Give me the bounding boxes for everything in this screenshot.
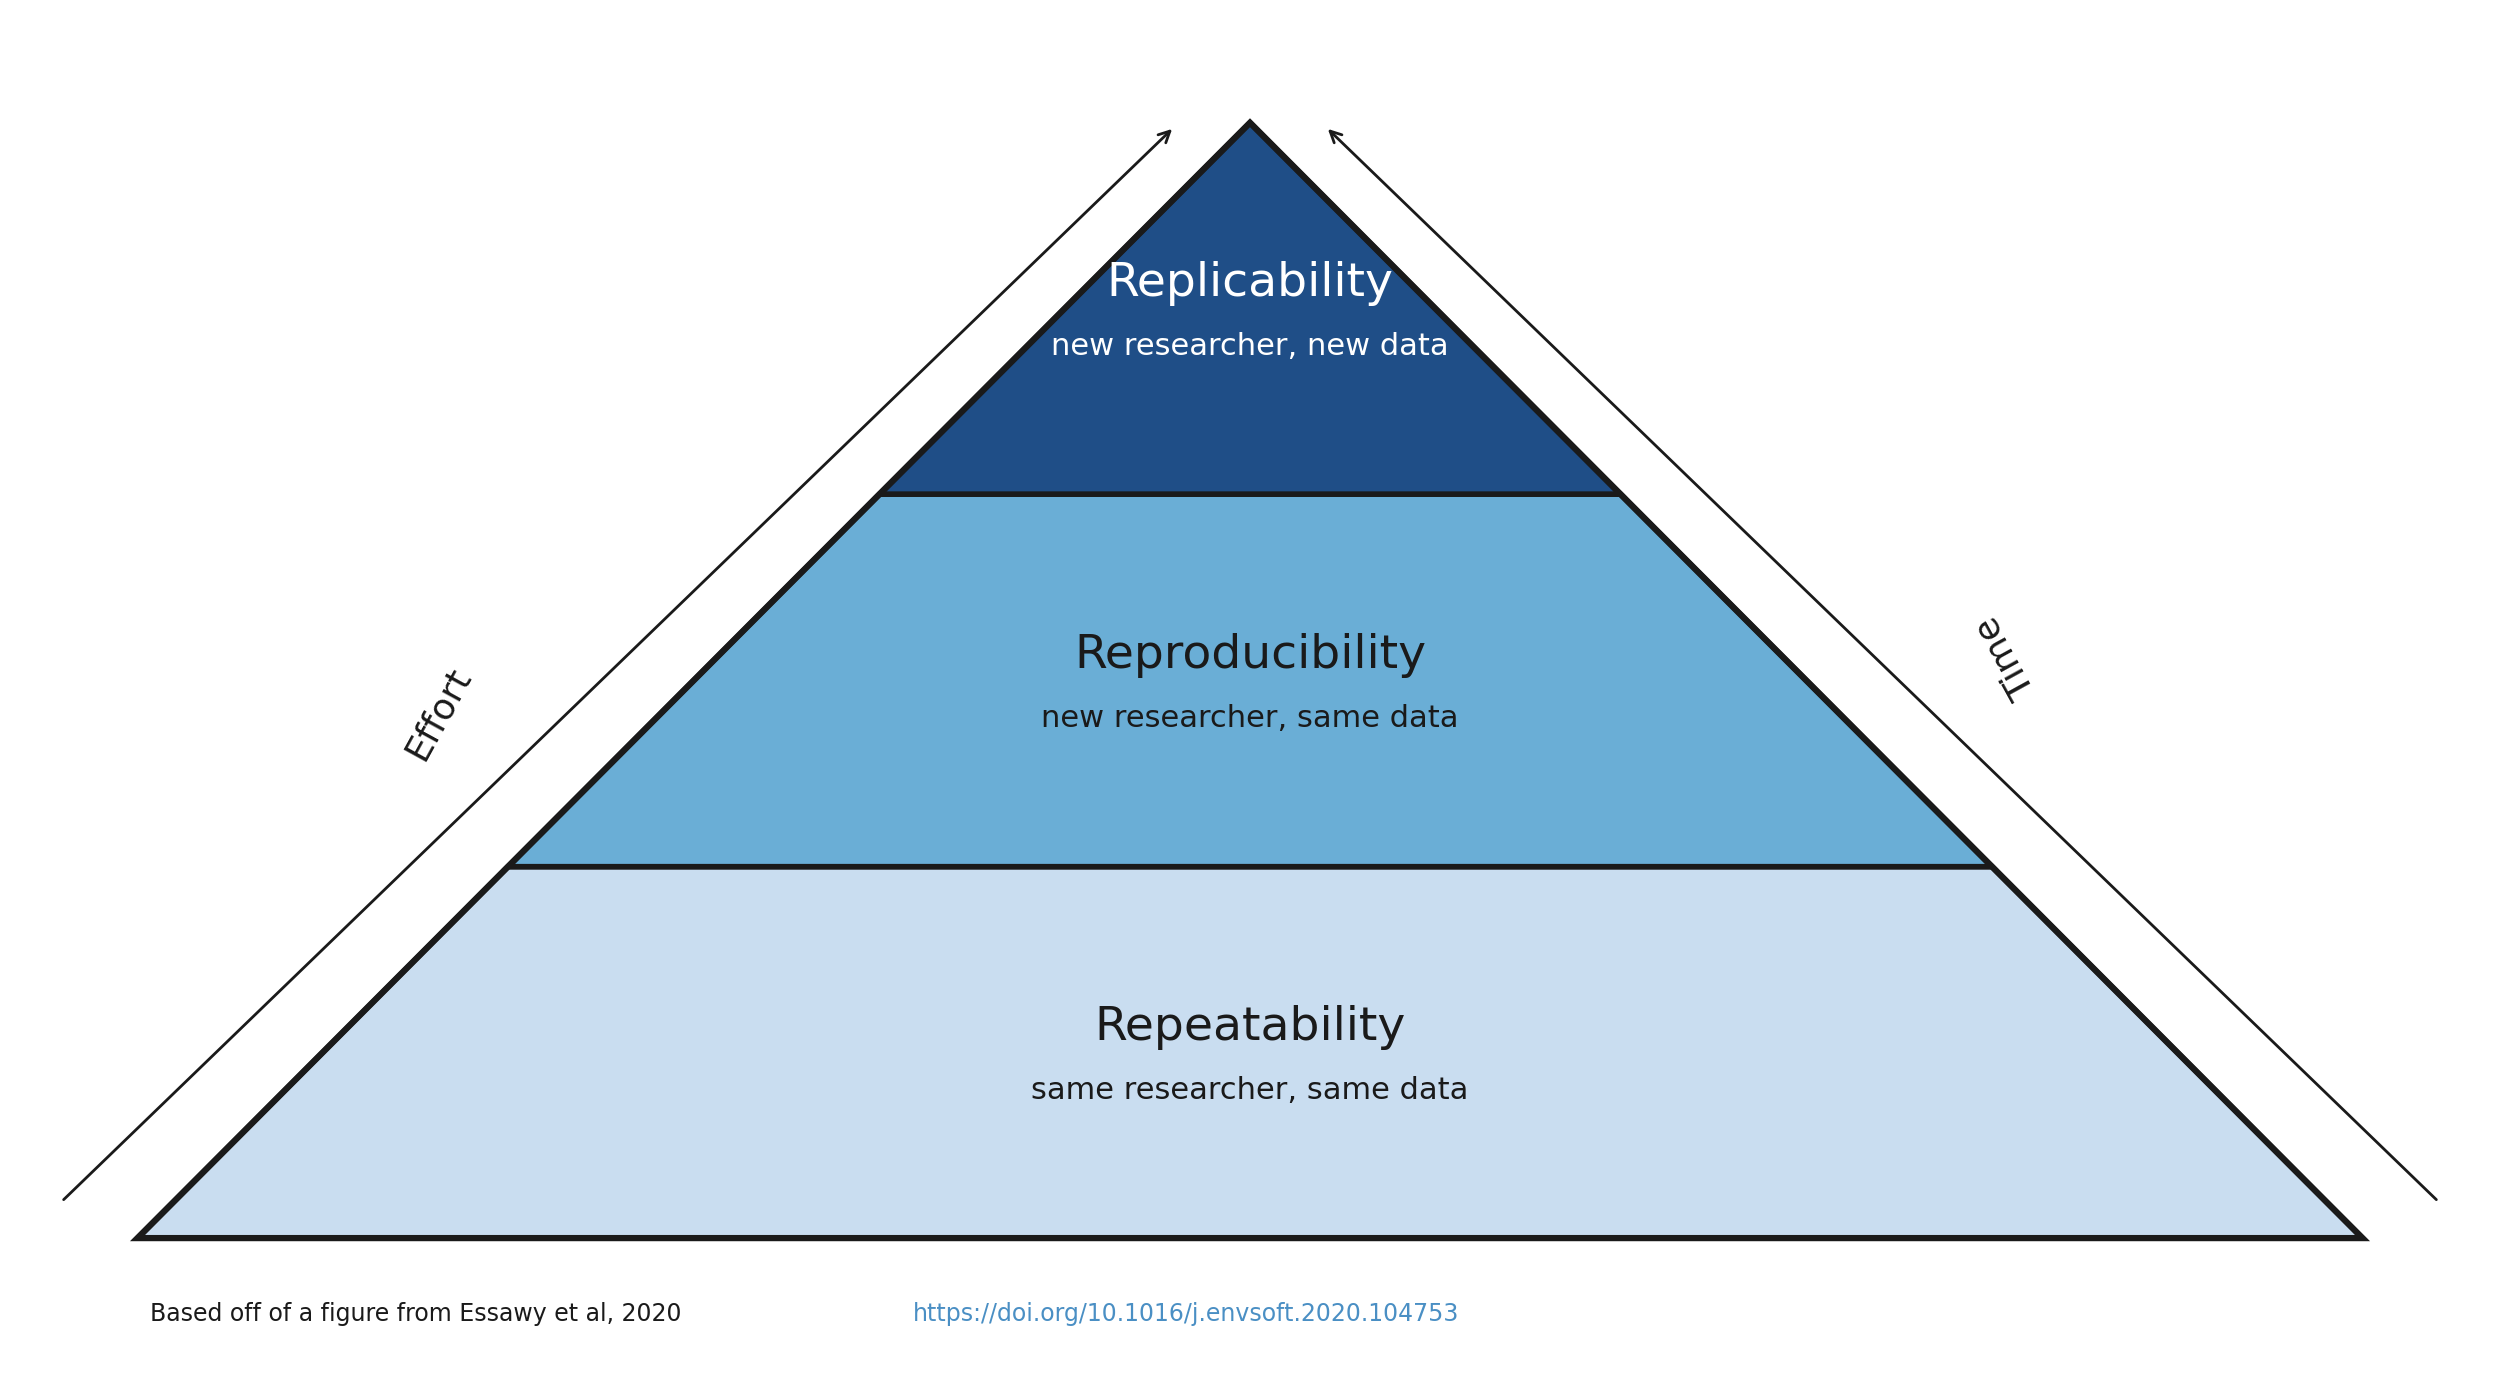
Polygon shape <box>138 866 2362 1238</box>
Text: new researcher, new data: new researcher, new data <box>1050 332 1450 361</box>
Text: new researcher, same data: new researcher, same data <box>1042 704 1460 733</box>
Text: Based off of a figure from Essawy et al, 2020: Based off of a figure from Essawy et al,… <box>150 1302 690 1326</box>
Text: Reproducibility: Reproducibility <box>1075 633 1425 679</box>
Text: Time: Time <box>1970 611 2042 704</box>
Text: Effort: Effort <box>400 662 478 765</box>
Text: https://doi.org/10.1016/j.envsoft.2020.104753: https://doi.org/10.1016/j.envsoft.2020.1… <box>912 1302 1460 1326</box>
Polygon shape <box>880 122 1620 494</box>
Text: Repeatability: Repeatability <box>1095 1005 1405 1051</box>
Text: same researcher, same data: same researcher, same data <box>1032 1076 1468 1105</box>
Polygon shape <box>508 494 1993 866</box>
Text: Replicability: Replicability <box>1108 261 1392 307</box>
